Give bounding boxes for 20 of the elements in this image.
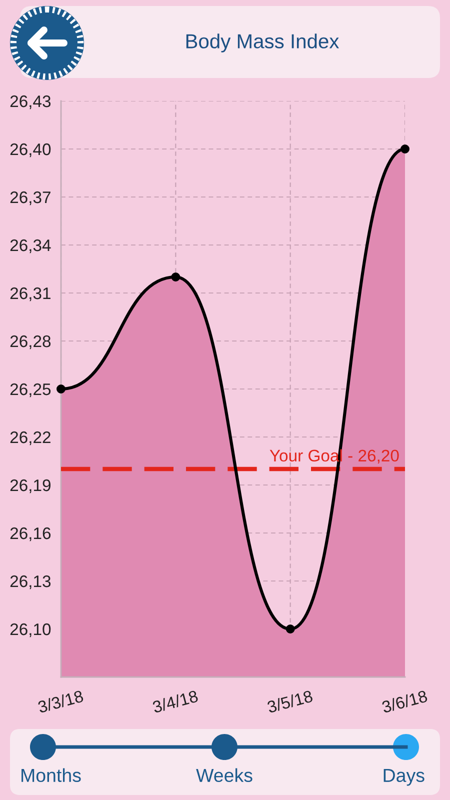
y-tick-label: 26,43 [10, 95, 51, 110]
y-tick-label: 26,19 [10, 479, 50, 494]
y-tick-label: 26,31 [10, 287, 50, 302]
x-tick-label: 3/4/18 [152, 690, 199, 714]
text: Days [384, 768, 424, 786]
y-tick-label: 26,40 [10, 143, 51, 158]
x-tick-label: 3/5/18 [266, 690, 314, 714]
x-tick-label: 3/6/18 [381, 690, 428, 714]
x-tick-label: 3/3/18 [37, 690, 84, 714]
y-tick-label: 26,34 [10, 239, 51, 254]
y-tick-label: 26,16 [10, 527, 51, 542]
text: Weeks [196, 768, 252, 782]
y-tick-label: 26,25 [10, 383, 51, 398]
chart-title: Body Mass Index [186, 34, 340, 52]
text: Months [22, 768, 81, 782]
y-tick-label: 26,28 [10, 335, 51, 350]
y-tick-label: 26,37 [10, 191, 50, 206]
y-tick-label: 26,22 [10, 431, 50, 446]
y-tick-label: 26,13 [10, 575, 51, 590]
y-tick-label: 26,10 [10, 623, 51, 638]
